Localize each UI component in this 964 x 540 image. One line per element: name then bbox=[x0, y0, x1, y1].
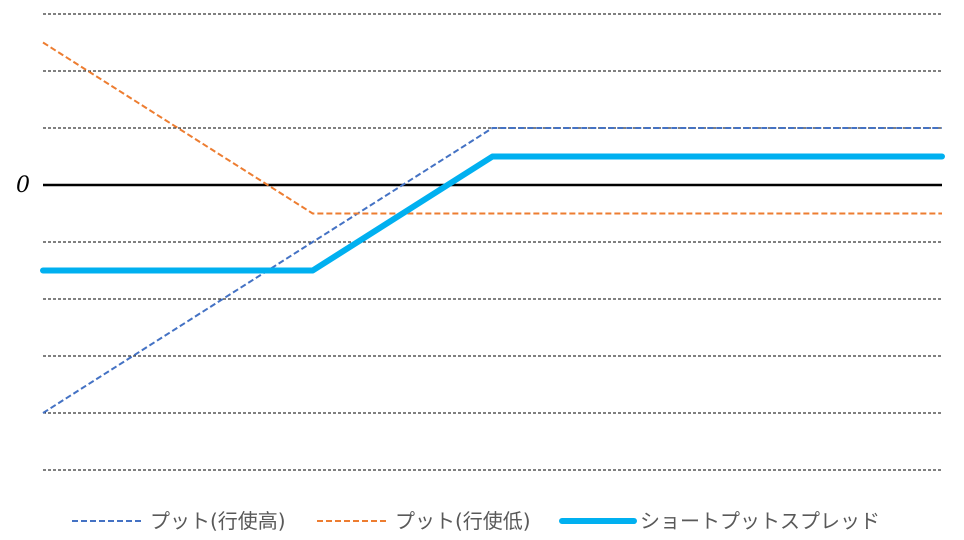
zero-axis: 0 bbox=[16, 173, 942, 198]
series-line-2 bbox=[40, 153, 945, 274]
legend-label-2: ショートプットスプレッド bbox=[640, 509, 880, 533]
gridlines bbox=[43, 13, 942, 471]
series-line-0 bbox=[42, 127, 942, 414]
legend-label-0: プット(行使高) bbox=[150, 509, 286, 533]
legend: プット(行使高) プット(行使低) ショートプットスプレッド bbox=[72, 509, 880, 533]
legend-label-1: プット(行使低) bbox=[395, 509, 531, 533]
series-lines bbox=[40, 41, 945, 414]
zero-tick-label: 0 bbox=[16, 173, 30, 198]
